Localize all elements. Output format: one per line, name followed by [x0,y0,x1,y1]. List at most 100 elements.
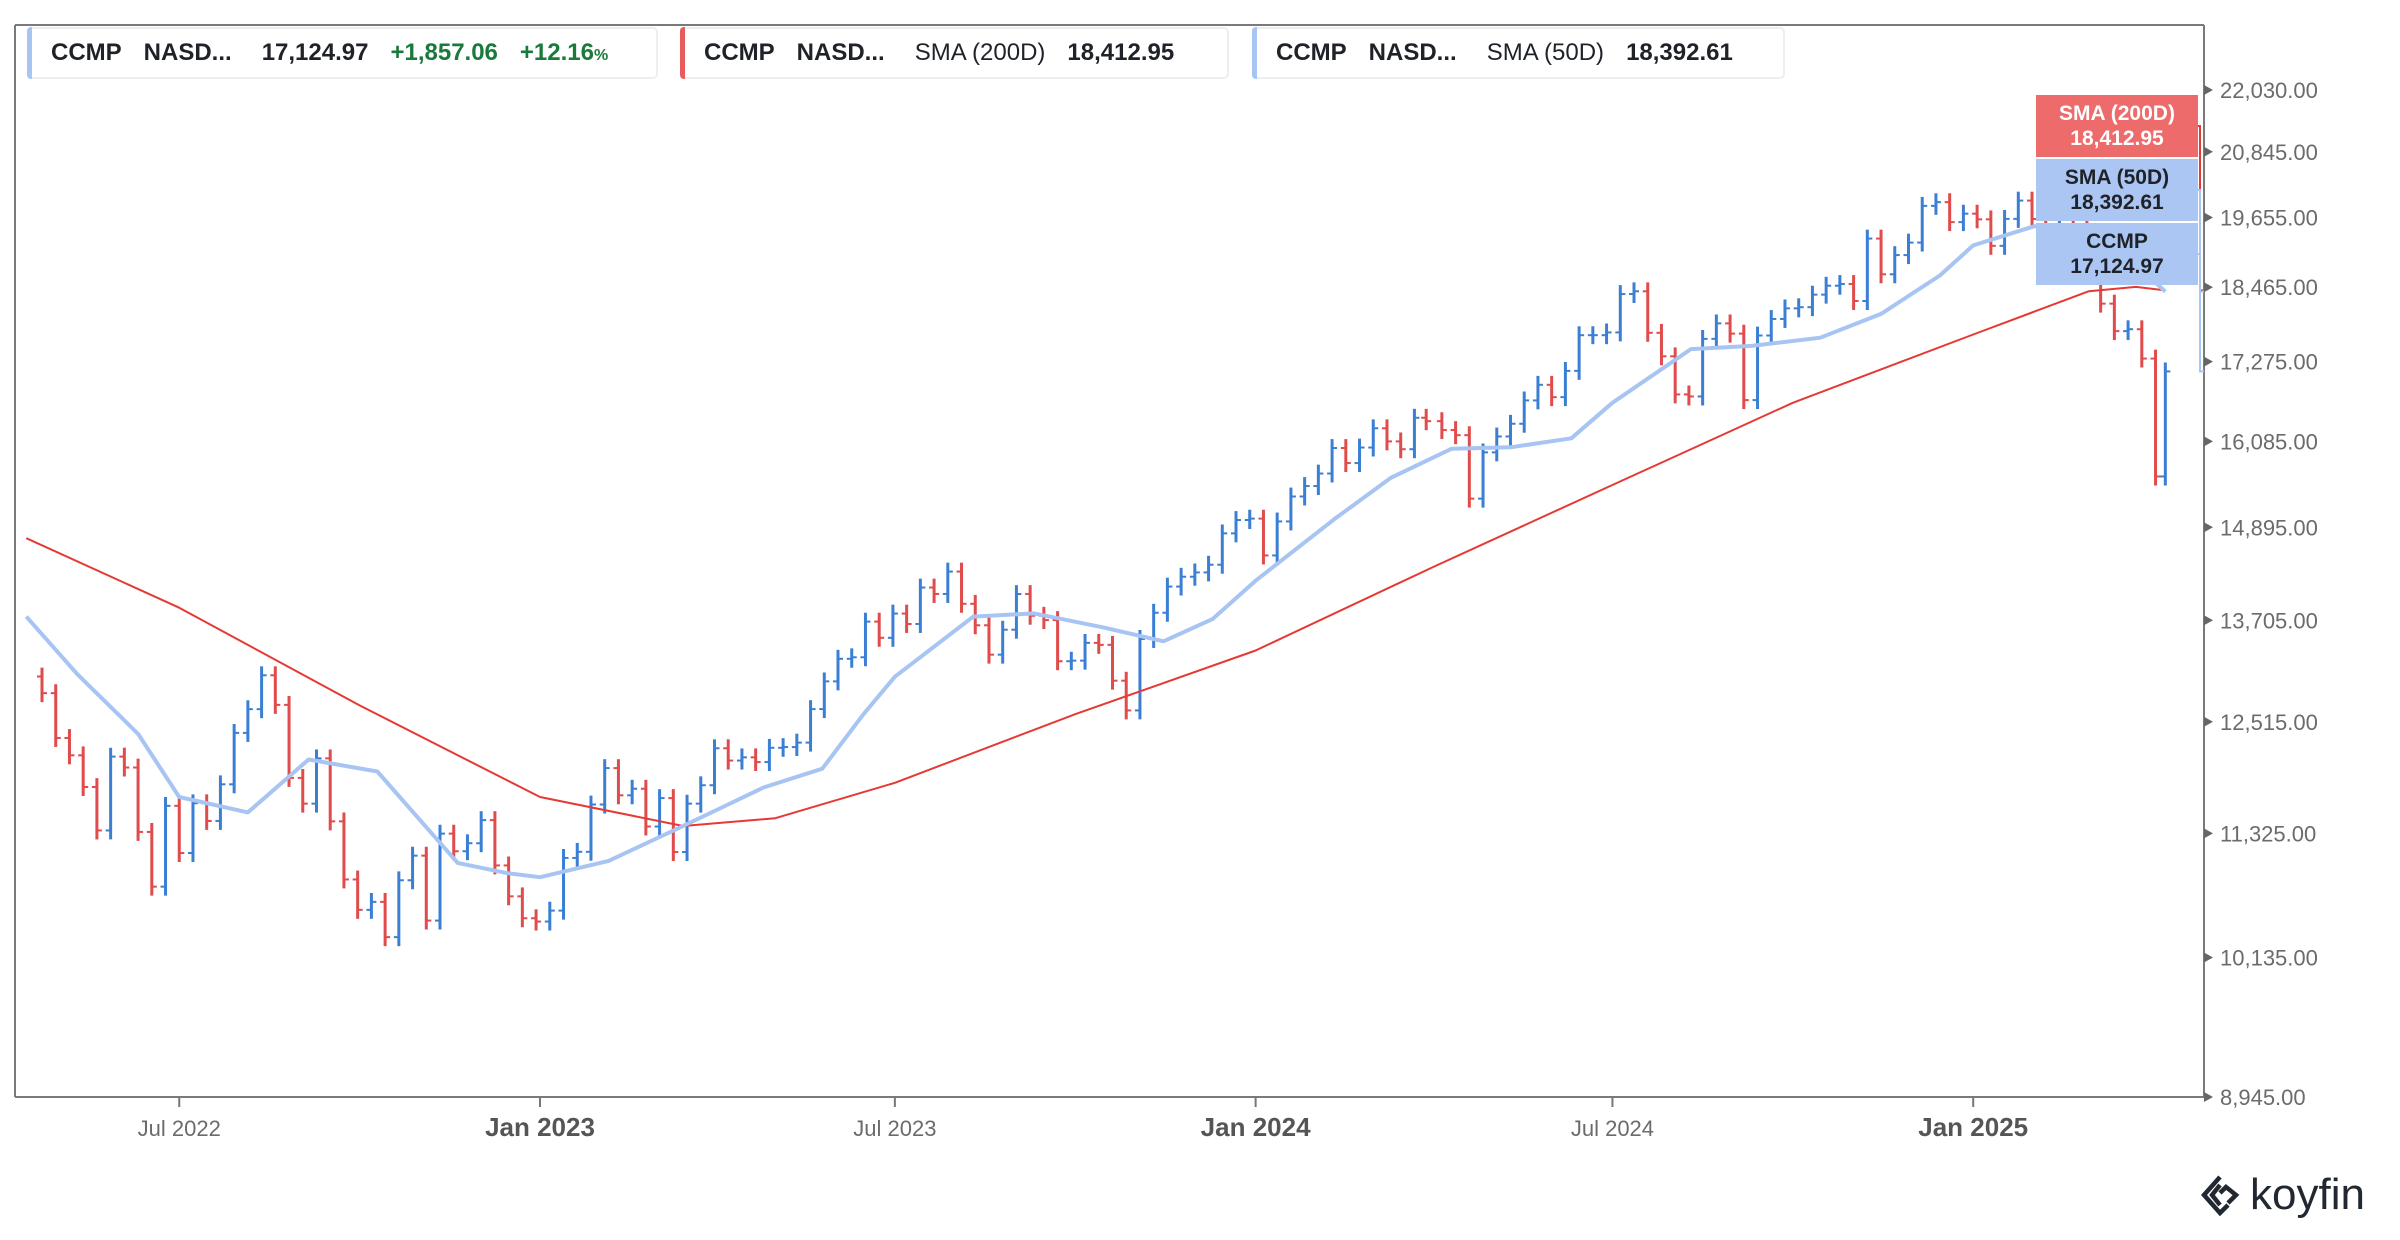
price-tag-sma50: SMA (50D) 18,392.61 [2036,159,2198,221]
price-bar [1491,427,1502,462]
price-bar [78,746,89,797]
price-bar [1258,509,1269,565]
y-tick-mark [2204,85,2213,95]
y-tick-label: 16,085.00 [2220,429,2318,454]
price-bar [1093,633,1104,654]
price-bar [1505,414,1516,446]
price-bar [1930,193,1941,215]
price-bar [1340,439,1351,473]
price-bar [2109,294,2120,341]
price-bar [1162,577,1173,622]
koyfin-logo[interactable]: koyfin [2200,1170,2365,1220]
change-pct-value: +12.16 [519,39,594,66]
y-tick-label: 8,945.00 [2220,1085,2306,1110]
price-bar [338,812,349,889]
brand-name: koyfin [2250,1170,2365,1219]
price-bar [1381,419,1392,451]
price-bar [1176,567,1187,596]
tag-label: SMA (50D) [2064,166,2170,189]
price-bar [1985,210,1996,255]
price-bar [1587,326,1598,345]
price-bar [1615,285,1626,342]
price-bar [1725,314,1736,343]
price-bar [997,620,1008,664]
price-bar [448,824,459,861]
price-bar [1779,299,1790,328]
tag-label: SMA (200D) [2059,102,2175,125]
y-tick-label: 18,465.00 [2220,275,2318,300]
price-bar [37,667,48,703]
y-tick-mark [2204,282,2213,293]
price-bar [1656,323,1667,366]
price-bar [682,794,693,861]
y-tick-label: 10,135.00 [2220,945,2318,970]
legend-symbol: CCMP [1276,39,1347,66]
price-bar [1421,408,1432,431]
price-bar [627,779,638,805]
price-bar [393,871,404,947]
tag-label: CCMP [2086,230,2148,253]
y-tick-mark [2204,1092,2213,1102]
legend-item-sma50[interactable]: CCMP NASD... SMA (50D) 18,392.61 [1252,27,1785,79]
price-bar [1189,563,1200,586]
y-tick-label: 13,705.00 [2220,608,2318,633]
price-bar [160,796,171,896]
price-bar [764,738,775,772]
price-bar [654,789,665,836]
price-bar [1889,246,1900,284]
price-bar [1642,282,1653,342]
price-bar [242,700,253,742]
price-bar [146,823,157,896]
y-tick-label: 20,845.00 [2220,140,2318,165]
price-bar [91,778,102,840]
price-bar [1629,282,1640,303]
price-bar [1834,275,1845,295]
legend-symbol: CCMP [51,39,122,66]
legend-item-sma200[interactable]: CCMP NASD... SMA (200D) 18,412.95 [680,27,1229,79]
price-bar [1999,209,2010,255]
price-bar [1299,477,1310,506]
price-bar [558,849,569,920]
x-tick-label: Jan 2023 [485,1112,595,1142]
price-bar [133,758,144,841]
price-bar [1107,635,1118,690]
price-bar [1683,385,1694,406]
legend-name: NASD... [1368,39,1457,66]
price-bar [1368,419,1379,457]
y-tick-mark [2204,952,2213,963]
price-bar [352,870,363,919]
price-bar [1519,391,1530,433]
y-tick-label: 14,895.00 [2220,515,2318,540]
price-bar [640,779,651,836]
price-bar [1958,204,1969,232]
price-bar [1862,229,1873,310]
pct-sign: % [593,47,609,64]
price-bar [2160,362,2171,486]
price-bar [1944,193,1955,232]
price-bar [2136,320,2147,368]
price-bar [599,759,610,814]
price-bar [1807,285,1818,317]
price-bar [1478,443,1489,508]
price-bar [50,684,61,747]
tag-value: 17,124.97 [2070,255,2164,278]
legend-indicator: SMA (200D) [914,39,1046,66]
price-bar [709,739,720,795]
legend-value: 18,392.61 [1626,39,1733,66]
price-bar [1532,375,1543,410]
price-bar [503,856,514,906]
price-bar [1395,432,1406,459]
price-bar [407,846,418,890]
legend-color-bar [680,27,685,79]
y-tick-label: 12,515.00 [2220,710,2318,735]
legend-item-ccmp[interactable]: CCMP NASD... 17,124.97 +1,857.06 +12.16% [27,27,658,79]
price-bar [1903,233,1914,265]
price-bar [1285,487,1296,531]
price-bar [1738,324,1749,410]
price-bar [1244,509,1255,529]
price-bar [833,649,844,691]
price-bar [215,775,226,830]
price-bar [2013,191,2024,228]
price-bar [489,811,500,875]
